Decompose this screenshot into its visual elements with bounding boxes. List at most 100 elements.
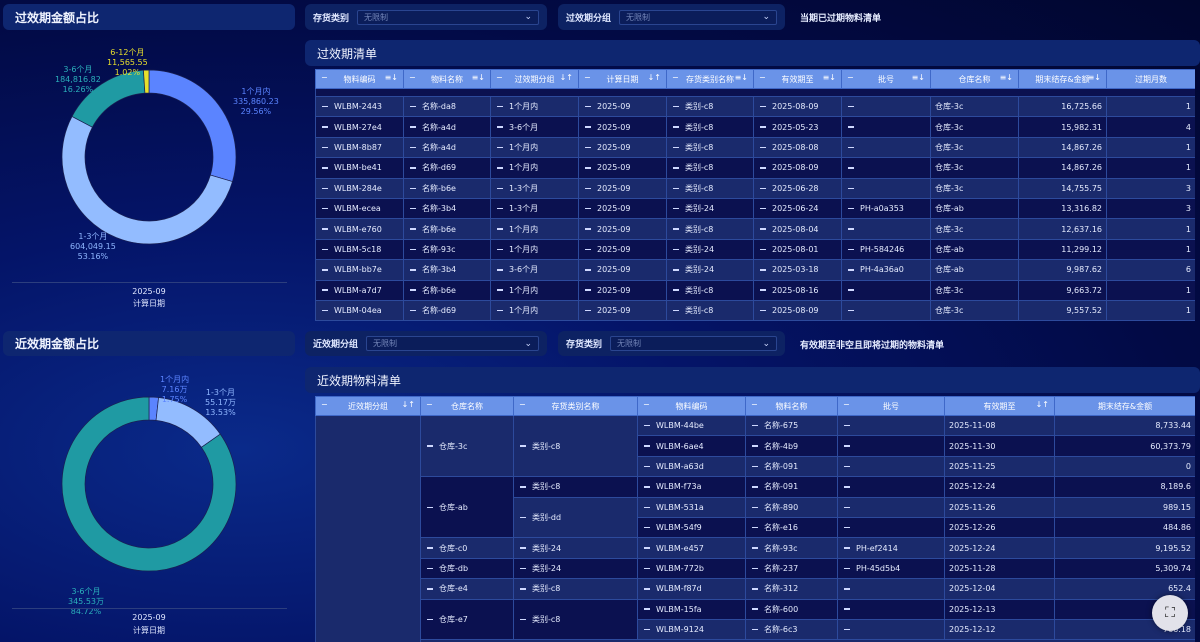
- column-header[interactable]: 过期月数: [1106, 69, 1195, 89]
- column-header[interactable]: − 物料编码 ≡↓: [315, 69, 404, 89]
- table-cell: 9,987.62: [1018, 259, 1107, 281]
- collapse-icon[interactable]: −: [751, 400, 758, 409]
- warehouse-cell: 仓库-e4: [420, 578, 514, 600]
- dash-icon: [848, 146, 854, 149]
- table-cell: WLBM-44be: [637, 414, 746, 437]
- table-cell: 仓库-3c: [930, 116, 1019, 138]
- cell-value: 2025-09: [597, 163, 631, 173]
- table-cell: 2025-06-28: [753, 177, 842, 199]
- collapse-icon[interactable]: −: [409, 73, 416, 82]
- donut-slice-3[interactable]: [143, 69, 150, 94]
- near-group-select[interactable]: 无限制 ⌄: [366, 336, 539, 351]
- sort-icon[interactable]: ↓↑: [559, 73, 573, 82]
- table-row[interactable]: WLBM-e760 名称-b6e 1个月内 2025-09 类别-c8 2025-08-0…: [315, 218, 1195, 240]
- table-row[interactable]: WLBM-284e 名称-b6e 1-3个月 2025-09 类别-c8 2025-06-…: [315, 177, 1195, 199]
- donut-slice-1[interactable]: [61, 115, 233, 245]
- sort-icon[interactable]: ≡↓: [734, 73, 748, 82]
- table-row[interactable]: 仓库-db 类别-24 WLBM-772b 名称-237 PH-45d5b4 2025-1…: [316, 557, 1195, 580]
- expired-table-title: 过效期清单: [317, 46, 378, 61]
- table-row[interactable]: 类别-dd WLBM-531a 名称-890 2025-11-26 989.15: [316, 496, 1195, 539]
- near-table-wrap[interactable]: − 近效期分组 ↓↑ − 仓库名称 − 存货类别名称 − 物料编码 − 物料名称 − 批号 有效期至 ↓↑ 期…: [315, 396, 1195, 642]
- table-row[interactable]: 仓库-e4 类别-c8 WLBM-f87d 名称-312 2025-12-04 652.4: [316, 578, 1195, 600]
- cell-value: 1: [1185, 306, 1191, 316]
- expired-group-select[interactable]: 无限制 ⌄: [619, 9, 777, 25]
- sort-icon[interactable]: ≡↓: [999, 73, 1013, 82]
- table-row[interactable]: WLBM-5c18 名称-93c 1个月内 2025-09 类别-24 2025-08-0…: [315, 238, 1195, 261]
- sort-icon[interactable]: ↓↑: [1035, 400, 1049, 409]
- inventory-category-select[interactable]: 无限制 ⌄: [357, 9, 539, 25]
- collapse-icon[interactable]: −: [584, 73, 591, 82]
- table-row[interactable]: WLBM-bb7e 名称-3b4 3-6个月 2025-09 类别-24 2025-03-…: [315, 259, 1195, 281]
- dash-icon: [844, 486, 850, 488]
- column-header[interactable]: 有效期至 ↓↑: [944, 396, 1055, 416]
- donut-slice-0[interactable]: [148, 69, 237, 183]
- table-row[interactable]: WLBM-04ea 名称-d69 1个月内 2025-09 类别-c8 2025-08-0…: [315, 299, 1195, 321]
- table-row[interactable]: 仓库-c0 类别-24 WLBM-e457 名称-93c PH-ef2414 2025-1…: [316, 537, 1195, 559]
- sort-icon[interactable]: ≡↓: [911, 73, 925, 82]
- table-cell: 0: [1054, 455, 1195, 478]
- column-header[interactable]: − 物料编码: [637, 396, 746, 416]
- table-row[interactable]: WLBM-a7d7 名称-b6e 1个月内 2025-09 类别-c8 2025-08-1…: [315, 279, 1195, 301]
- column-header[interactable]: − 存货类别名称: [513, 396, 638, 416]
- collapse-icon[interactable]: −: [321, 73, 328, 82]
- donut-slice-2[interactable]: [61, 396, 237, 572]
- cell-value: 1个月内: [509, 102, 539, 112]
- expired-table-wrap[interactable]: − 物料编码 ≡↓ − 物料名称 ≡↓ − 过效期分组 ↓↑ − 计算日期 ↓↑ − 存货类别名称 ≡↓ − 有…: [315, 69, 1195, 321]
- table-cell: 3: [1106, 197, 1195, 220]
- dash-icon: [497, 207, 503, 210]
- sort-icon[interactable]: ≡↓: [384, 73, 398, 82]
- column-header[interactable]: − 批号: [837, 396, 945, 416]
- table-row[interactable]: WLBM-be41 名称-d69 1个月内 2025-09 类别-c8 2025-08-0…: [315, 157, 1195, 179]
- column-header[interactable]: 期末结存&金额: [1054, 396, 1195, 416]
- sort-icon[interactable]: ↓↑: [401, 400, 415, 409]
- column-header[interactable]: − 有效期至 ≡↓: [753, 69, 842, 89]
- table-cell: 2025-11-25: [944, 455, 1055, 478]
- table-row[interactable]: 仓库-e7 类别-c8 WLBM-15fa 名称-600 2025-12-13: [316, 598, 1195, 641]
- collapse-icon[interactable]: −: [847, 73, 854, 82]
- collapse-icon[interactable]: −: [496, 73, 503, 82]
- collapse-icon[interactable]: −: [643, 400, 650, 409]
- cell-value: 仓库-ab: [935, 265, 964, 275]
- column-header[interactable]: 仓库名称 ≡↓: [930, 69, 1019, 89]
- table-row[interactable]: WLBM-9124 名称-6c3 2025-12-12 766.18: [316, 618, 1195, 641]
- column-header[interactable]: − 物料名称: [745, 396, 838, 416]
- sort-icon[interactable]: ≡↓: [471, 73, 485, 82]
- sort-icon[interactable]: ↓↑: [647, 73, 661, 82]
- table-row[interactable]: 仓库-ab 类别-c8 WLBM-f73a 名称-091 2025-12-24 8,189…: [316, 476, 1195, 539]
- column-header[interactable]: − 过效期分组 ↓↑: [490, 69, 579, 89]
- collapse-icon[interactable]: −: [843, 400, 850, 409]
- table-row[interactable]: WLBM-2443 名称-da8 1个月内 2025-09 类别-c8 2025-08-0…: [315, 95, 1195, 118]
- collapse-icon[interactable]: −: [519, 400, 526, 409]
- category-cell: 类别-c8: [513, 578, 638, 600]
- table-row[interactable]: WLBM-ecea 名称-3b4 1-3个月 2025-09 类别-24 2025-06-…: [315, 197, 1195, 220]
- column-header[interactable]: − 物料名称 ≡↓: [403, 69, 491, 89]
- table-row[interactable]: WLBM-8b87 名称-a4d 1个月内 2025-09 类别-c8 2025-08-0…: [315, 136, 1195, 159]
- collapse-icon[interactable]: −: [672, 73, 679, 82]
- column-header[interactable]: − 计算日期 ↓↑: [578, 69, 667, 89]
- table-row[interactable]: 仓库-3c 类别-c8 WLBM-44be 名称-675 2025-11-08 8,733…: [315, 414, 1195, 642]
- column-header[interactable]: − 存货类别名称 ≡↓: [666, 69, 754, 89]
- fullscreen-button[interactable]: ⛶: [1152, 595, 1188, 631]
- inventory-category-select-2[interactable]: 无限制 ⌄: [610, 336, 777, 351]
- collapse-icon[interactable]: −: [759, 73, 766, 82]
- dash-icon: [752, 547, 758, 549]
- sort-icon[interactable]: ≡↓: [1087, 73, 1101, 82]
- table-cell: 名称-4b9: [745, 435, 838, 457]
- cell-value: 3-6个月: [509, 265, 539, 275]
- table-cell: 2025-09: [578, 218, 667, 240]
- collapse-icon[interactable]: −: [321, 400, 328, 409]
- cell-value: WLBM-15fa: [656, 604, 702, 614]
- column-header[interactable]: − 批号 ≡↓: [841, 69, 931, 89]
- collapse-icon[interactable]: −: [426, 400, 433, 409]
- cell-value: 766.18: [1163, 625, 1191, 635]
- table-row[interactable]: WLBM-27e4 名称-a4d 3-6个月 2025-09 类别-c8 2025-05-…: [315, 116, 1195, 138]
- column-header[interactable]: − 近效期分组 ↓↑: [315, 396, 421, 416]
- dash-icon: [585, 146, 591, 149]
- dash-icon: [497, 146, 503, 149]
- cell-value: WLBM-8b87: [334, 142, 382, 152]
- cell-value: 1: [1185, 224, 1191, 234]
- column-header[interactable]: − 仓库名称: [420, 396, 514, 416]
- sort-icon[interactable]: ≡↓: [822, 73, 836, 82]
- column-header[interactable]: 期末结存&金额 ≡↓: [1018, 69, 1107, 89]
- expired-note: 当期已过期物料清单: [800, 14, 882, 24]
